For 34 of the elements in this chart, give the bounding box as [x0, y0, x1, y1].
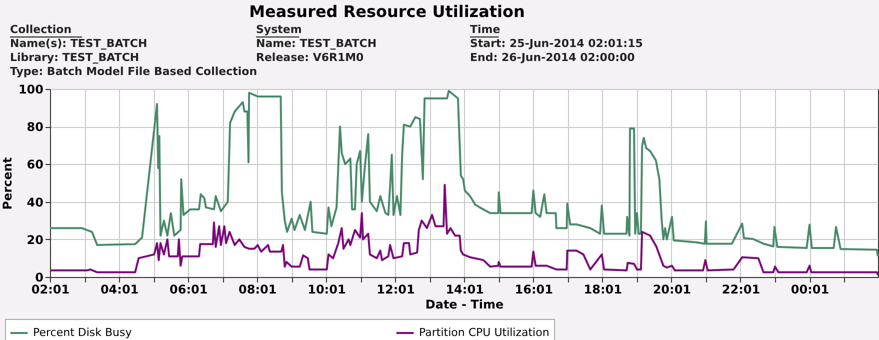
x-tick-label: 22:01 [722, 282, 760, 296]
x-tick-label: 10:01 [308, 282, 346, 296]
text: Type: Batch Model File Based Collection [10, 65, 258, 78]
legend-label: Partition CPU Utilization [419, 326, 550, 339]
y-tick-label: 40 [26, 195, 44, 210]
x-tick-label: 12:01 [376, 282, 415, 296]
x-tick-label: 20:01 [652, 282, 692, 296]
x-tick-label: 08:01 [238, 282, 277, 296]
y-tick-label: 80 [26, 120, 44, 134]
x-axis-title: Date - Time [425, 298, 504, 312]
x-tick-label: 00:01 [790, 282, 830, 296]
x-tick-label: 06:01 [169, 282, 208, 296]
x-tick-label: 02:01 [31, 282, 70, 296]
chart-title: Measured Resource Utilization [249, 2, 525, 21]
y-tick-label: 0 [35, 270, 44, 284]
text: Library: TEST_BATCH [10, 51, 140, 64]
x-tick-label: 14:01 [446, 282, 484, 296]
y-tick-label: 20 [26, 232, 44, 247]
x-tick-label: 04:01 [100, 282, 139, 296]
text: System [256, 23, 302, 36]
text: Collection [10, 23, 72, 36]
y-axis-title: Percent [0, 157, 14, 210]
x-tick-label: 18:01 [584, 282, 622, 296]
legend-label: Percent Disk Busy [33, 326, 132, 339]
text: Release: V6R1M0 [256, 51, 364, 64]
y-tick-label: 60 [26, 158, 44, 172]
text: Name: TEST_BATCH [256, 37, 377, 50]
text: Name(s): TEST_BATCH [10, 37, 148, 50]
x-tick-label: 16:01 [514, 282, 553, 296]
line-series [49, 90, 879, 258]
text: End: 26-Jun-2014 02:00:00 [470, 51, 636, 64]
text: Start: 25-Jun-2014 02:01:15 [470, 37, 643, 50]
y-tick-label: 100 [18, 82, 44, 96]
text: Time [470, 23, 500, 36]
